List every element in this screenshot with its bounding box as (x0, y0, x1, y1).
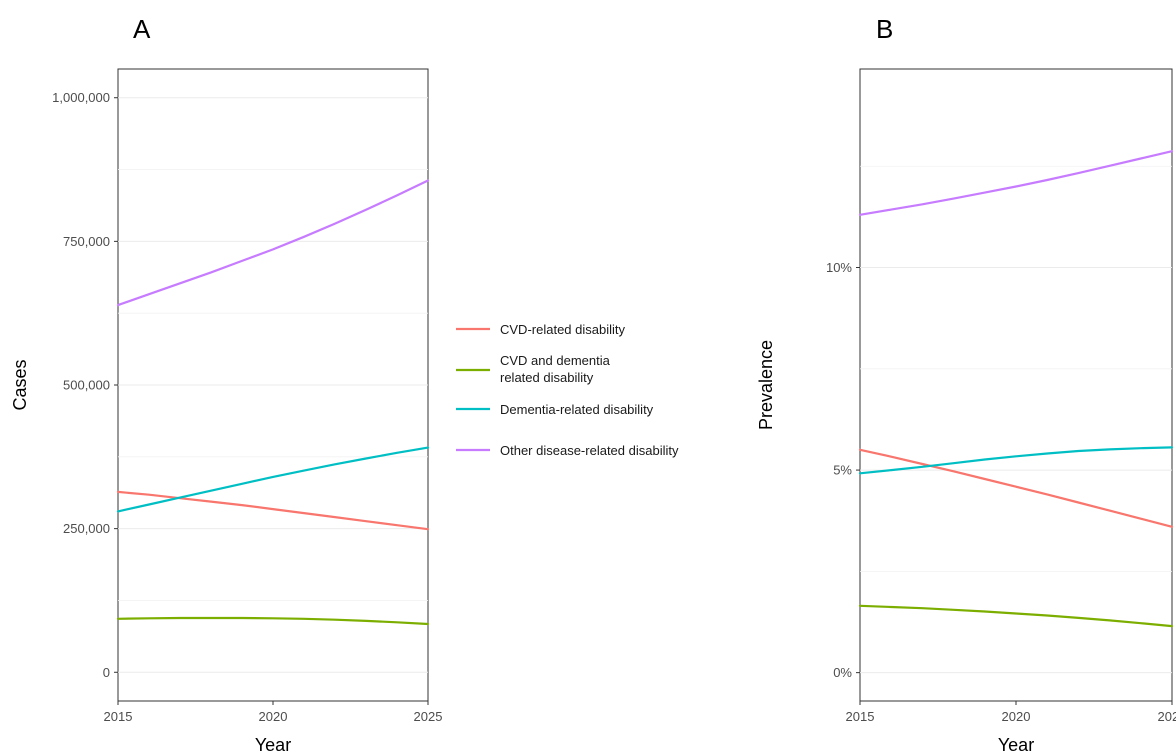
series-line-a-3 (116, 446, 430, 513)
x-tick-label-a: 2020 (259, 709, 288, 724)
y-tick-label-b: 0% (833, 665, 852, 680)
y-tick-label-a: 1,000,000 (52, 90, 110, 105)
legend: CVD-related disability CVD and dementia re… (456, 322, 679, 458)
panel-label-b: B (876, 14, 893, 44)
series-line-b-4 (858, 150, 1174, 216)
x-tick-label-b: 2025 (1158, 709, 1176, 724)
series-line-a-1 (116, 490, 430, 531)
panel-a: A 0 250,000 500,000 750,000 1,000,000 2015 2020… (10, 14, 442, 755)
y-tick-label-a: 250,000 (63, 521, 110, 536)
y-axis-title-a: Cases (10, 359, 30, 410)
legend-label-1: CVD-related disability (500, 322, 625, 337)
y-tick-label-b: 5% (833, 463, 852, 478)
y-axis-title-b: Prevalence (756, 340, 776, 430)
series-line-a-2 (116, 616, 430, 626)
plot-frame-b (859, 68, 1173, 702)
panel-b: B 0% 5% 10% 2015 2020 2025 Year Prevalence (756, 14, 1176, 755)
legend-label-3: Dementia-related disability (500, 402, 654, 417)
legend-label-2: CVD and dementia (500, 353, 611, 368)
y-tick-label-a: 750,000 (63, 234, 110, 249)
x-tick-label-a: 2025 (414, 709, 443, 724)
y-tick-label-b: 10% (826, 260, 852, 275)
legend-label-2: related disability (500, 370, 594, 385)
series-line-b-1 (858, 448, 1174, 528)
y-tick-label-a: 500,000 (63, 378, 110, 393)
x-axis-title-a: Year (255, 735, 291, 755)
x-axis-title-b: Year (998, 735, 1034, 755)
series-line-b-3 (858, 446, 1174, 475)
panel-label-a: A (133, 14, 151, 44)
series-line-a-4 (116, 179, 430, 307)
y-tick-label-a: 0 (103, 665, 110, 680)
x-tick-label-b: 2015 (846, 709, 875, 724)
x-tick-label-a: 2015 (104, 709, 133, 724)
x-tick-label-b: 2020 (1002, 709, 1031, 724)
legend-label-4: Other disease-related disability (500, 443, 679, 458)
series-line-b-2 (858, 604, 1174, 628)
